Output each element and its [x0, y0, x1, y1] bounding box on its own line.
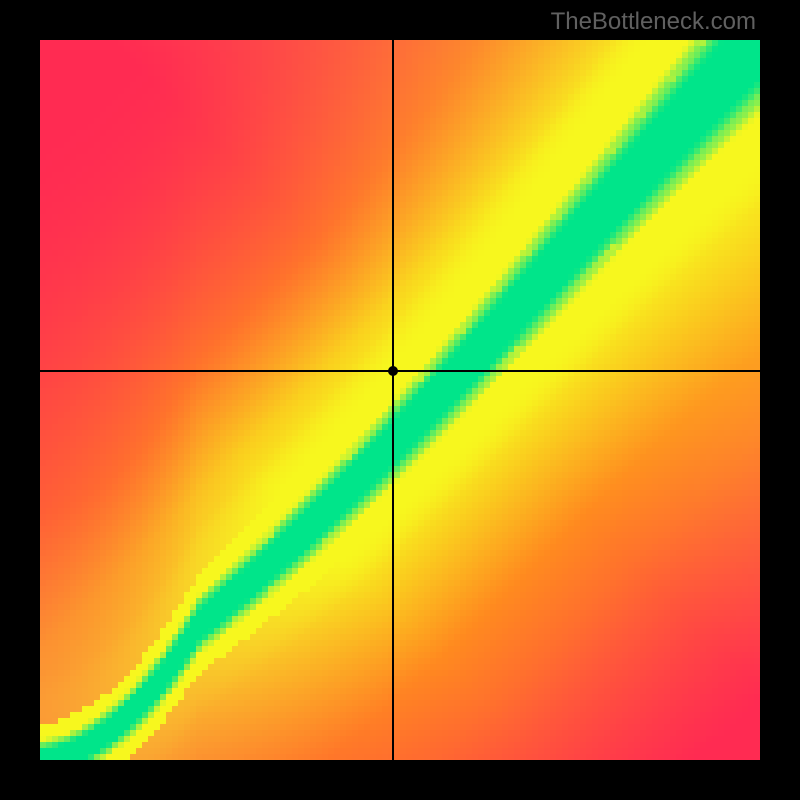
crosshair-vertical [392, 40, 394, 760]
crosshair-dot [388, 366, 398, 376]
watermark-text: TheBottleneck.com [551, 8, 756, 36]
crosshair-horizontal [40, 370, 760, 372]
chart-container: TheBottleneck.com [0, 0, 800, 800]
bottleneck-heatmap [40, 40, 760, 760]
